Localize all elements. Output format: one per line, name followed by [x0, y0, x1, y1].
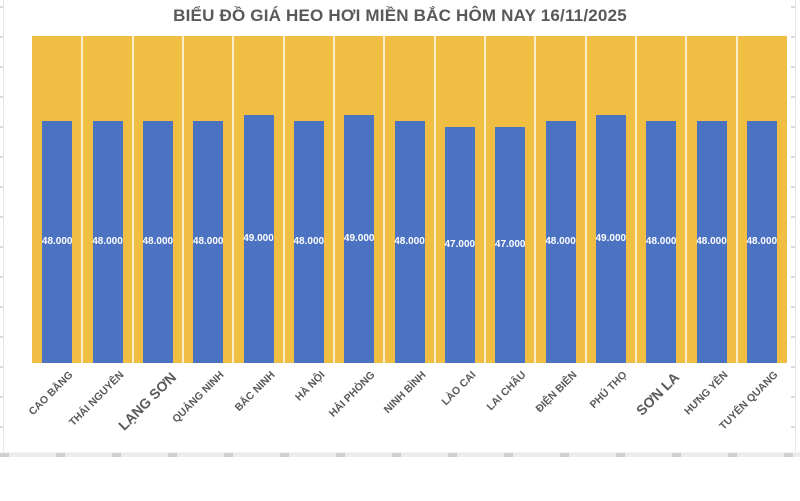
category-separator-gridline: [333, 36, 335, 363]
x-axis-label: HẢI PHÒNG: [327, 369, 378, 420]
x-axis-label: PHÚ THỌ: [587, 369, 630, 411]
bar-value-label: 48.000: [746, 235, 778, 247]
bar-value-label: 48.000: [142, 235, 174, 247]
bar-value-label: 48.000: [293, 235, 325, 247]
bar-5[interactable]: [293, 120, 324, 363]
bar-1[interactable]: [92, 120, 123, 363]
bar-6[interactable]: [344, 114, 375, 363]
x-axis-label: NINH BÌNH: [381, 369, 428, 416]
x-axis-label: QUẢNG NINH: [170, 369, 227, 426]
bar-0[interactable]: [42, 120, 73, 363]
x-axis-label: LAI CHÂU: [484, 369, 529, 413]
bar-2[interactable]: [142, 120, 173, 363]
x-axis-label: HÀ NỘI: [292, 369, 328, 404]
bar-11[interactable]: [595, 114, 626, 363]
sheet-gridline-ticks-right: [791, 6, 795, 452]
category-separator-gridline: [434, 36, 436, 363]
x-axis-label: LẠNG SƠN: [114, 369, 180, 434]
bar-value-label: 48.000: [645, 235, 677, 247]
chart-canvas: BIỂU ĐỒ GIÁ HEO HƠI MIỀN BẮC HÔM NAY 16/…: [0, 0, 800, 457]
sheet-gridline-ticks-left: [0, 6, 4, 452]
bar-value-label: 49.000: [595, 232, 627, 244]
plot-area: 48.000 48.000 48.000 48.000 49.000 48.000 49.0…: [32, 36, 787, 363]
category-separator-gridline: [232, 36, 234, 363]
category-separator-gridline: [283, 36, 285, 363]
chart-title: BIỂU ĐỒ GIÁ HEO HƠI MIỀN BẮC HÔM NAY 16/…: [173, 6, 627, 25]
bar-4[interactable]: [243, 114, 274, 363]
bar-value-label: 47.000: [494, 238, 526, 250]
bar-9[interactable]: [495, 126, 526, 363]
x-axis-label: ĐIỆN BIÊN: [532, 369, 579, 416]
bar-13[interactable]: [696, 120, 727, 363]
bar-8[interactable]: [444, 126, 475, 363]
bar-value-label: 47.000: [444, 238, 476, 250]
category-separator-gridline: [81, 36, 83, 363]
x-axis-label: HƯNG YÊN: [681, 369, 730, 418]
bar-value-label: 48.000: [545, 235, 576, 247]
x-axis-label: CAO BẰNG: [26, 369, 76, 418]
category-separator-gridline: [585, 36, 587, 363]
bar-3[interactable]: [193, 120, 224, 363]
bar-value-label: 48.000: [192, 235, 224, 247]
sheet-gridline-right: [795, 0, 796, 452]
bar-value-label: 49.000: [243, 232, 274, 244]
category-separator-gridline: [534, 36, 536, 363]
category-separator-gridline: [484, 36, 486, 363]
category-separator-gridline: [132, 36, 134, 363]
bar-value-label: 49.000: [343, 232, 375, 244]
bar-value-label: 48.000: [92, 235, 123, 247]
category-separator-gridline: [685, 36, 687, 363]
sheet-gridline-bottom: [0, 452, 800, 457]
x-axis-label: TUYÊN QUANG: [716, 369, 781, 433]
category-separator-gridline: [383, 36, 385, 363]
category-separator-gridline: [736, 36, 738, 363]
category-separator-gridline: [635, 36, 637, 363]
x-axis-label: LÀO CAI: [439, 369, 479, 409]
sheet-gridline-left: [3, 0, 4, 452]
x-axis-label: BẮC NINH: [232, 369, 277, 414]
bar-14[interactable]: [746, 120, 777, 363]
bar-7[interactable]: [394, 120, 425, 363]
x-axis-label: THÁI NGUYÊN: [66, 369, 126, 429]
bar-value-label: 48.000: [394, 235, 425, 247]
bar-value-label: 48.000: [41, 235, 73, 247]
bar-10[interactable]: [545, 120, 576, 363]
x-axis-label: SƠN LA: [633, 369, 683, 419]
bar-value-label: 48.000: [696, 235, 727, 247]
bar-12[interactable]: [646, 120, 677, 363]
category-separator-gridline: [182, 36, 184, 363]
